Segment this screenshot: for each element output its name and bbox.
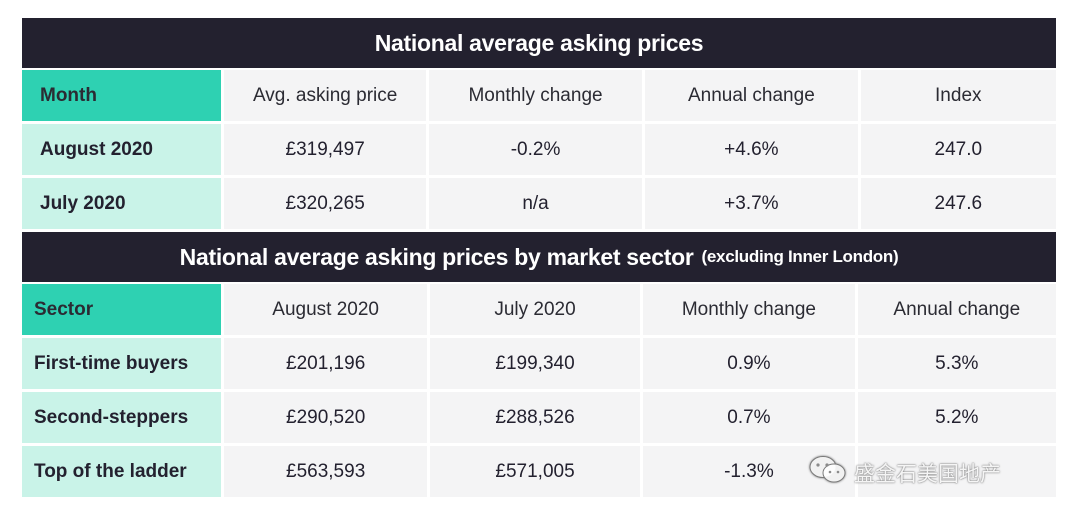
table-title-text: National average asking prices	[374, 29, 704, 56]
row-label: Second-steppers	[22, 392, 222, 443]
row-label: August 2020	[22, 124, 222, 175]
table-row: Second-steppers £290,520 £288,526 0.7% 5…	[22, 392, 1056, 443]
table-cell: 5.3%	[857, 338, 1056, 389]
header-cell-august-2020: August 2020	[224, 284, 427, 335]
table-cell: +4.6%	[645, 124, 858, 175]
header-cell-month: Month	[22, 70, 222, 121]
table-subtitle: (excluding Inner London)	[701, 247, 899, 266]
table-row: July 2020 £320,265 n/a +3.7% 247.6	[22, 178, 1056, 229]
header-cell-index: Index	[860, 70, 1056, 121]
table-cell: £319,497	[224, 124, 426, 175]
table-cell: £290,520	[224, 392, 427, 443]
table-cell: £199,340	[429, 338, 641, 389]
watermark-text: 盛金石美国地产	[854, 461, 1001, 486]
market-sector-prices-table: National average asking prices by market…	[22, 232, 1056, 500]
table-row: Top of the ladder £563,593 £571,005 -1.3…	[22, 446, 1056, 497]
header-cell-monthly-change: Monthly change	[428, 70, 643, 121]
wechat-icon	[808, 454, 848, 491]
table-cell: -1.3%	[643, 446, 855, 497]
row-label: Top of the ladder	[22, 446, 222, 497]
table-title: National average asking prices	[22, 18, 1056, 68]
header-cell-annual-change: Annual change	[857, 284, 1056, 335]
row-label: July 2020	[22, 178, 222, 229]
header-cell-monthly-change: Monthly change	[643, 284, 855, 335]
table-cell: 0.7%	[643, 392, 855, 443]
table-row: First-time buyers £201,196 £199,340 0.9%…	[22, 338, 1056, 389]
table-cell: n/a	[428, 178, 643, 229]
table-header-row: Sector August 2020 July 2020 Monthly cha…	[22, 284, 1056, 335]
table-cell: £563,593	[224, 446, 427, 497]
table-cell: 247.0	[860, 124, 1056, 175]
header-cell-july-2020: July 2020	[429, 284, 641, 335]
national-asking-prices-table: National average asking prices Month Avg…	[22, 18, 1056, 232]
watermark: 盛金石美国地产	[808, 454, 1001, 491]
table-cell: £571,005	[429, 446, 641, 497]
table-cell: +3.7%	[645, 178, 858, 229]
header-cell-sector: Sector	[22, 284, 222, 335]
table-cell: 0.9%	[643, 338, 855, 389]
table-cell: -0.2%	[428, 124, 643, 175]
table-cell: £288,526	[429, 392, 641, 443]
header-cell-avg-price: Avg. asking price	[224, 70, 426, 121]
table-cell: 247.6	[860, 178, 1056, 229]
header-cell-annual-change: Annual change	[645, 70, 858, 121]
table-title-text: National average asking prices by market…	[179, 243, 694, 270]
table-cell: 5.2%	[857, 392, 1056, 443]
row-label: First-time buyers	[22, 338, 222, 389]
table-cell	[857, 446, 1056, 497]
table-title: National average asking prices by market…	[22, 232, 1056, 282]
table-cell: £201,196	[224, 338, 427, 389]
table-row: August 2020 £319,497 -0.2% +4.6% 247.0	[22, 124, 1056, 175]
table-cell: £320,265	[224, 178, 426, 229]
table-header-row: Month Avg. asking price Monthly change A…	[22, 70, 1056, 121]
